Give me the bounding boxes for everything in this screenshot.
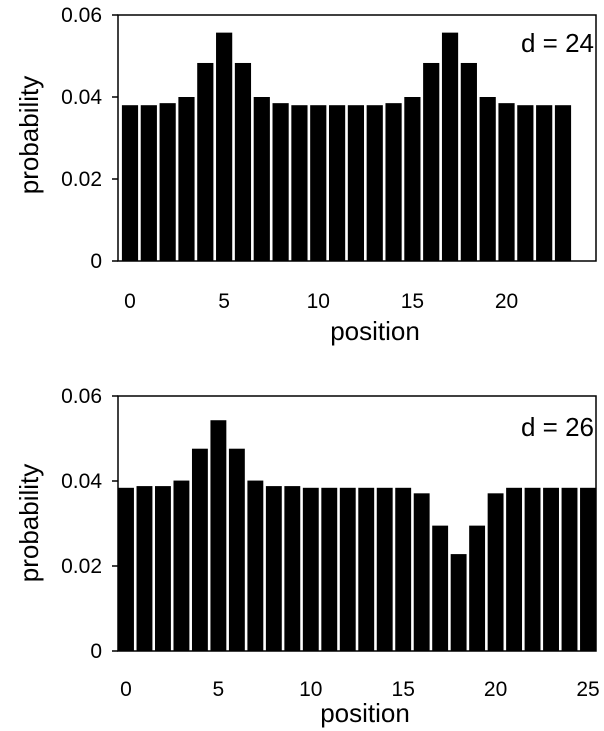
bar [432, 525, 449, 652]
x-tick-label: 25 [576, 678, 599, 701]
y-tick-label: 0.06 [61, 4, 102, 27]
bar [413, 493, 430, 651]
bar [460, 62, 477, 261]
y-tick-label: 0 [90, 250, 102, 273]
bar [159, 103, 176, 262]
x-tick-label: 10 [299, 678, 322, 701]
bar [210, 420, 227, 651]
bar [173, 480, 190, 651]
bar [321, 487, 338, 651]
bar [441, 32, 459, 261]
bar [358, 487, 375, 651]
bar [536, 105, 553, 261]
bar [247, 480, 264, 651]
bar [469, 525, 486, 652]
bar [524, 487, 541, 651]
bar [376, 487, 393, 651]
bar [216, 32, 233, 261]
bar [234, 62, 252, 261]
bar [479, 97, 496, 261]
bar [506, 487, 523, 651]
bar [395, 487, 412, 651]
x-tick-label: 0 [120, 678, 132, 701]
x-tick-label: 20 [495, 290, 518, 313]
bar [136, 486, 153, 651]
x-tick-label: 20 [484, 678, 507, 701]
plot-frame [117, 395, 597, 652]
x-tick-group: 0 5 10 15 20 25 [120, 678, 600, 701]
bar [302, 487, 319, 651]
y-tick-label: 0 [90, 640, 102, 663]
bar [554, 105, 572, 261]
bar [517, 105, 534, 261]
bar [121, 105, 139, 261]
bar [366, 105, 383, 261]
bar [347, 105, 365, 261]
bar [291, 105, 308, 261]
x-tick-label: 5 [213, 678, 225, 701]
bar [328, 105, 346, 261]
chart-panel-d24: 0 0.02 0.04 0.06 0 5 10 15 20 d = 24 position p… [14, 4, 597, 346]
panel-annotation: d = 24 [521, 28, 594, 58]
bar [118, 487, 134, 651]
x-tick-label: 0 [124, 290, 136, 313]
panel-annotation: d = 26 [521, 412, 594, 442]
y-tick-label: 0.02 [61, 168, 102, 191]
x-axis-title: position [320, 698, 410, 728]
y-axis-title: probability [14, 76, 44, 195]
y-tick-group: 0 0.02 0.04 0.06 [61, 385, 118, 663]
x-tick-label: 15 [392, 678, 415, 701]
bar [284, 486, 301, 651]
x-axis-title: position [330, 316, 420, 346]
bar [265, 486, 282, 651]
bar [310, 105, 327, 261]
bar [272, 103, 289, 262]
bar-group [118, 420, 596, 652]
y-axis-title: probability [14, 464, 44, 583]
y-tick-label: 0.02 [61, 555, 102, 578]
x-tick-group: 0 5 10 15 20 [124, 290, 518, 313]
bar [197, 62, 214, 261]
bar [339, 487, 356, 651]
bar [561, 487, 578, 651]
chart-panel-d26: 0 0.02 0.04 0.06 0 5 10 15 20 25 d = 26 position… [14, 385, 600, 728]
bar [191, 448, 208, 651]
bar [178, 97, 195, 261]
x-tick-label: 10 [307, 290, 330, 313]
bar [140, 105, 157, 261]
bar [498, 103, 515, 262]
y-tick-label: 0.04 [61, 86, 102, 109]
x-tick-label: 5 [218, 290, 230, 313]
bar-group [121, 32, 572, 262]
bar [404, 97, 421, 261]
bar [450, 554, 467, 651]
y-tick-label: 0.04 [61, 470, 102, 493]
x-tick-label: 15 [401, 290, 424, 313]
bar [253, 97, 270, 261]
bar [543, 487, 559, 651]
y-tick-label: 0.06 [61, 385, 102, 408]
bar [228, 448, 245, 651]
bar [423, 62, 440, 261]
bar [580, 487, 596, 651]
bar [385, 103, 402, 262]
y-tick-group: 0 0.02 0.04 0.06 [61, 4, 118, 273]
bar [155, 486, 171, 651]
bar [487, 493, 504, 651]
